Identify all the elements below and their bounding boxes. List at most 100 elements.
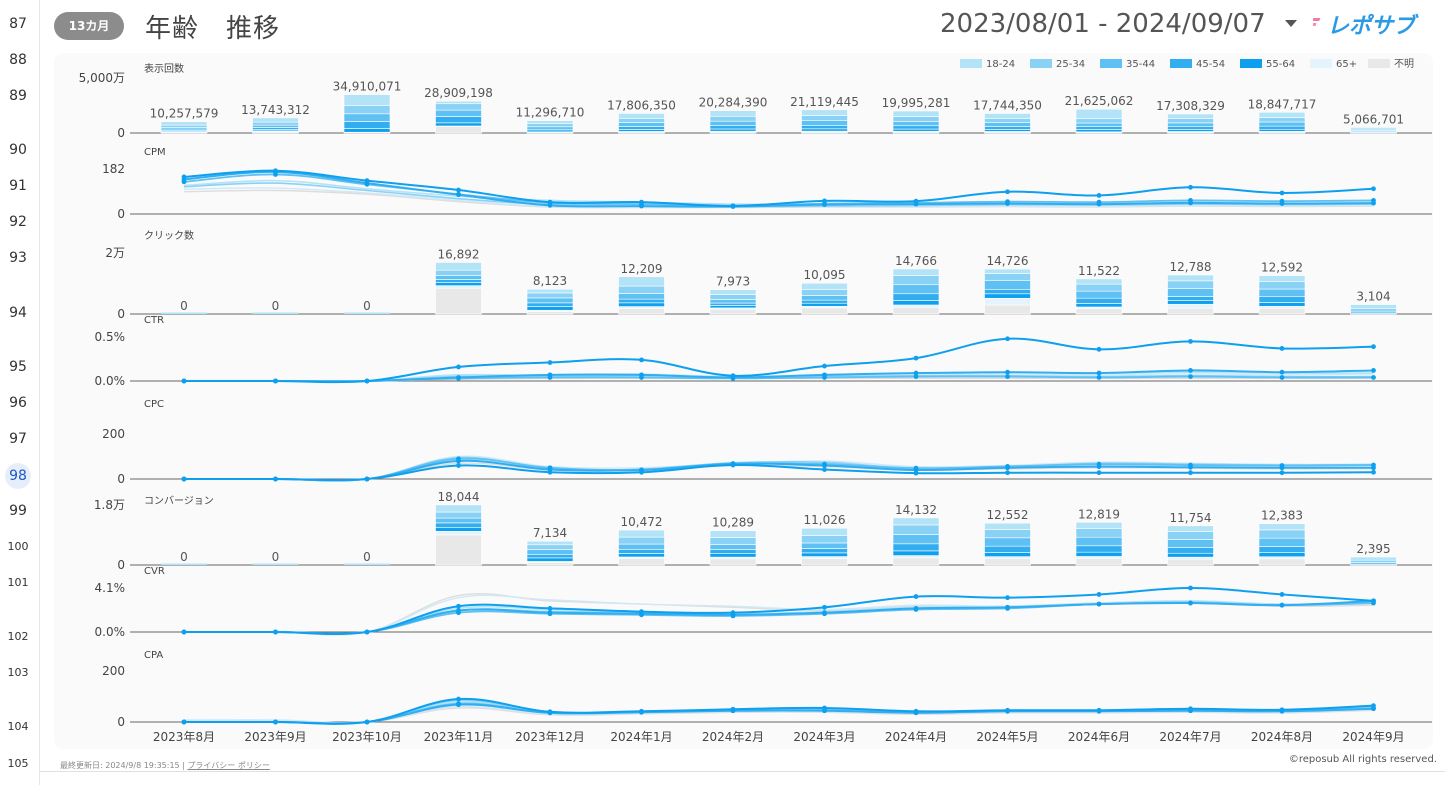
bar-segment[interactable] (1075, 308, 1123, 315)
bar-segment[interactable] (709, 289, 757, 295)
bar-segment[interactable] (1258, 128, 1306, 132)
bar-segment[interactable] (892, 293, 940, 301)
bar-segment[interactable] (1075, 528, 1123, 538)
bar-segment[interactable] (1167, 296, 1214, 301)
data-point[interactable] (1371, 598, 1376, 604)
bar-segment[interactable] (160, 124, 208, 128)
data-point[interactable] (456, 364, 461, 370)
data-point[interactable] (913, 708, 919, 714)
row-number[interactable]: 88 (9, 52, 27, 68)
data-point[interactable] (1188, 374, 1193, 379)
data-point[interactable] (1371, 200, 1376, 206)
data-point[interactable] (1005, 369, 1010, 375)
bar-segment[interactable] (1075, 297, 1123, 304)
bar-segment[interactable] (892, 284, 940, 295)
bar-segment[interactable] (1075, 129, 1123, 133)
bar-segment[interactable] (343, 128, 391, 133)
bar-segment[interactable] (526, 544, 574, 550)
bar-segment[interactable] (1075, 126, 1123, 130)
bar-segment[interactable] (618, 302, 665, 307)
data-point[interactable] (730, 610, 736, 616)
data-point[interactable] (181, 174, 187, 180)
bar-segment[interactable] (618, 293, 665, 300)
row-number[interactable]: 90 (9, 142, 27, 158)
bar-segment[interactable] (435, 279, 482, 283)
bar-segment[interactable] (892, 116, 940, 122)
data-point[interactable] (456, 603, 461, 609)
data-point[interactable] (1371, 469, 1376, 475)
bar-segment[interactable] (526, 288, 574, 294)
data-point[interactable] (1188, 368, 1193, 373)
data-point[interactable] (913, 370, 919, 376)
data-point[interactable] (1005, 374, 1010, 379)
series-line[interactable] (184, 702, 1374, 725)
data-point[interactable] (1188, 339, 1193, 344)
data-point[interactable] (1188, 706, 1193, 712)
bar-segment[interactable] (1258, 125, 1306, 130)
data-point[interactable] (181, 719, 187, 725)
bar-segment[interactable] (1258, 111, 1306, 118)
series-line[interactable] (184, 464, 1374, 482)
bar-segment[interactable] (435, 126, 482, 134)
bar-segment[interactable] (1167, 126, 1214, 130)
bar-segment[interactable] (435, 262, 482, 271)
data-point[interactable] (1005, 189, 1010, 195)
bar-segment[interactable] (709, 294, 757, 300)
bar-segment[interactable] (435, 517, 482, 524)
bar-segment[interactable] (892, 300, 940, 306)
row-number[interactable]: 102 (7, 630, 29, 643)
data-point[interactable] (456, 608, 461, 613)
bar-segment[interactable] (618, 113, 665, 119)
bar-segment[interactable] (709, 530, 757, 538)
series-line[interactable] (184, 600, 1374, 635)
series-line[interactable] (184, 602, 1374, 635)
bar-segment[interactable] (526, 126, 574, 130)
bar-segment[interactable] (892, 128, 940, 132)
bar-segment[interactable] (1167, 547, 1214, 554)
data-point[interactable] (913, 470, 919, 476)
bar-segment[interactable] (1258, 529, 1306, 539)
bar-segment[interactable] (801, 548, 848, 554)
bar-segment[interactable] (984, 126, 1031, 130)
bar-segment[interactable] (344, 312, 390, 315)
data-point[interactable] (639, 609, 644, 615)
data-point[interactable] (547, 199, 553, 205)
bar-segment[interactable] (709, 299, 757, 304)
bar-segment[interactable] (1167, 525, 1214, 532)
data-point[interactable] (273, 719, 278, 725)
bar-segment[interactable] (709, 128, 757, 132)
bar-segment[interactable] (892, 110, 940, 117)
data-point[interactable] (730, 706, 736, 712)
bar-segment[interactable] (1350, 559, 1397, 563)
data-point[interactable] (1279, 375, 1285, 380)
bar-segment[interactable] (526, 302, 574, 307)
row-number[interactable]: 100 (7, 540, 29, 553)
bar-segment[interactable] (435, 534, 482, 566)
data-point[interactable] (639, 372, 644, 378)
data-point[interactable] (1279, 602, 1285, 608)
bar-segment[interactable] (618, 276, 665, 287)
row-number[interactable]: 87 (9, 16, 27, 32)
bar-segment[interactable] (252, 117, 299, 123)
bar-segment[interactable] (1258, 523, 1306, 531)
bar-segment[interactable] (984, 558, 1031, 566)
data-point[interactable] (639, 199, 644, 205)
bar-segment[interactable] (1167, 303, 1214, 309)
bar-segment[interactable] (709, 549, 757, 554)
bar-segment[interactable] (892, 557, 940, 566)
bar-segment[interactable] (892, 306, 940, 315)
bar-segment[interactable] (1075, 545, 1123, 553)
bar-segment[interactable] (892, 534, 940, 545)
bar-segment[interactable] (435, 527, 482, 532)
data-point[interactable] (1005, 707, 1010, 713)
data-point[interactable] (1188, 600, 1193, 606)
bar-segment[interactable] (618, 126, 665, 130)
data-point[interactable] (730, 373, 736, 379)
bar-segment[interactable] (984, 537, 1031, 547)
bar-segment[interactable] (801, 282, 848, 290)
bar-segment[interactable] (892, 550, 940, 556)
bar-segment[interactable] (984, 556, 1031, 560)
data-point[interactable] (1188, 200, 1193, 206)
bar-segment[interactable] (1075, 303, 1123, 308)
row-number[interactable]: 103 (7, 666, 29, 679)
